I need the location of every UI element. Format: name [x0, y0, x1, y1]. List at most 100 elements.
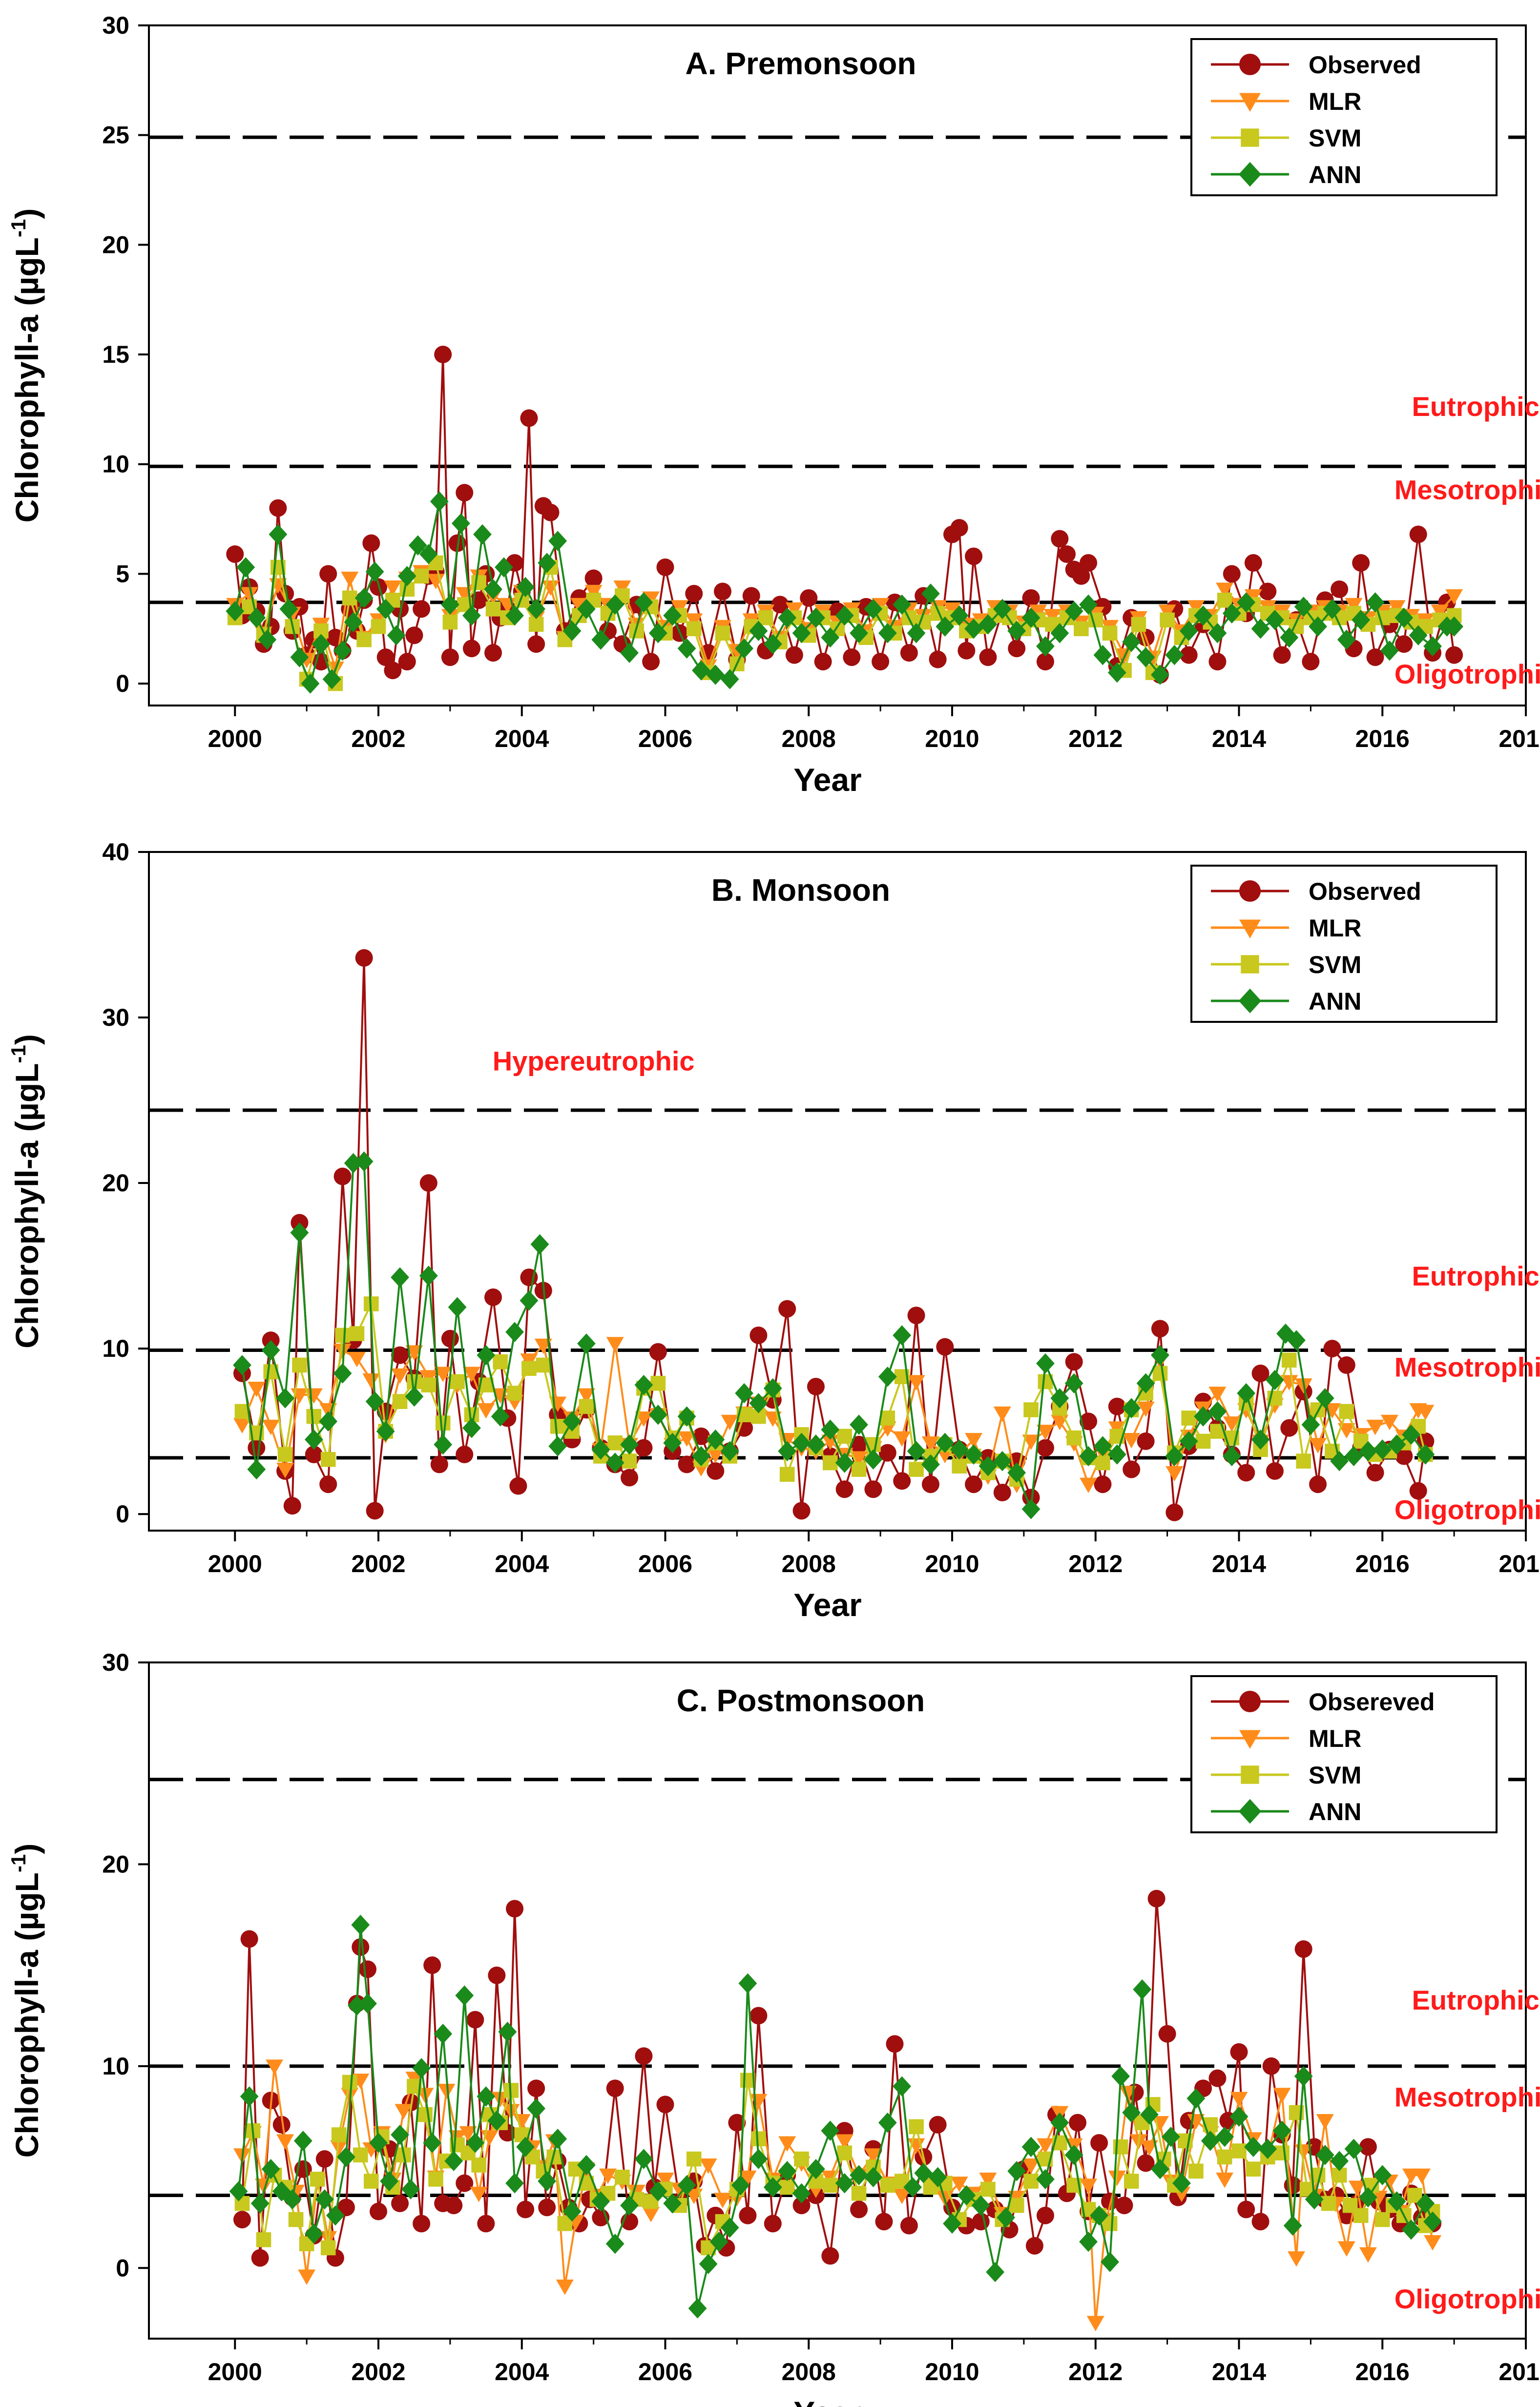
- data-point: [1101, 2252, 1120, 2272]
- data-point: [236, 557, 255, 578]
- data-point: [837, 2145, 852, 2160]
- legend-label: MLR: [1309, 1725, 1361, 1752]
- data-point: [240, 1930, 258, 1948]
- data-point: [315, 2189, 334, 2210]
- data-point: [978, 1456, 998, 1476]
- data-point: [921, 583, 940, 604]
- data-point: [384, 580, 402, 596]
- data-point: [720, 669, 739, 689]
- data-point: [1282, 1352, 1297, 1368]
- data-point: [1216, 2172, 1234, 2188]
- data-point: [440, 594, 459, 615]
- data-point: [376, 648, 395, 666]
- legend-label: SVM: [1309, 951, 1361, 978]
- data-point: [477, 1403, 495, 1419]
- data-point: [1107, 662, 1126, 683]
- data-point: [548, 531, 567, 551]
- data-point: [778, 1300, 796, 1318]
- plot-frame: [148, 24, 1527, 706]
- data-point: [735, 1419, 753, 1437]
- data-point: [556, 2280, 574, 2295]
- data-point: [484, 644, 502, 662]
- data-point: [505, 2173, 524, 2194]
- legend-marker: [1241, 128, 1259, 147]
- data-point: [735, 1383, 753, 1404]
- data-point: [606, 2079, 624, 2097]
- data-point: [821, 1419, 840, 1440]
- data-point: [677, 1406, 696, 1427]
- legend-marker: [1239, 880, 1261, 902]
- data-point: [850, 2165, 868, 2185]
- data-point: [1122, 2102, 1141, 2123]
- data-point: [1358, 1441, 1377, 1461]
- x-tick-label: 2016: [1355, 725, 1410, 752]
- legend-label: Obsereved: [1309, 1688, 1435, 1716]
- data-point: [441, 648, 459, 666]
- data-point: [258, 629, 277, 650]
- data-point: [1021, 2137, 1041, 2157]
- data-point: [1122, 1398, 1141, 1418]
- data-point: [622, 1453, 637, 1469]
- data-point: [965, 547, 983, 565]
- data-point: [936, 1432, 955, 1453]
- data-point: [456, 2174, 474, 2192]
- data-point: [835, 1480, 853, 1498]
- y-tick-label: 30: [102, 1649, 129, 1676]
- data-point: [965, 1475, 983, 1494]
- data-point: [538, 553, 557, 573]
- data-point: [365, 1391, 384, 1412]
- data-point: [1337, 1356, 1355, 1374]
- data-point: [1266, 1462, 1284, 1480]
- x-tick-label: 2006: [638, 725, 692, 752]
- data-point: [1072, 567, 1090, 585]
- x-tick-label: 2006: [638, 1550, 692, 1577]
- data-point: [993, 599, 1012, 619]
- data-point: [1079, 594, 1098, 615]
- data-point: [1137, 2154, 1155, 2172]
- data-point: [527, 635, 545, 653]
- data-point: [807, 607, 825, 628]
- data-point: [850, 623, 868, 643]
- data-point: [864, 599, 883, 619]
- data-point: [579, 1399, 594, 1414]
- data-point: [1305, 2189, 1324, 2210]
- data-point: [909, 1462, 924, 1477]
- legend-marker: [1239, 93, 1261, 112]
- data-point: [528, 617, 544, 632]
- data-point: [720, 1441, 739, 1461]
- data-point: [738, 1973, 757, 1994]
- data-point: [1165, 1503, 1184, 1521]
- data-point: [1140, 2140, 1158, 2156]
- data-point: [778, 607, 797, 628]
- data-point: [807, 2159, 825, 2179]
- x-axis-label: Year: [793, 2395, 861, 2407]
- data-point: [548, 2129, 567, 2149]
- data-point: [1080, 1477, 1098, 1494]
- data-point: [348, 1351, 366, 1368]
- data-point: [1266, 1370, 1284, 1390]
- data-point: [1172, 2173, 1191, 2194]
- data-point: [688, 2298, 707, 2319]
- data-point: [488, 1966, 506, 1984]
- data-point: [344, 1153, 363, 1174]
- data-point: [707, 1448, 725, 1464]
- data-point: [1409, 1482, 1427, 1500]
- data-point: [1136, 1373, 1155, 1393]
- y-tick-label: 0: [116, 1500, 129, 1528]
- data-point: [685, 613, 703, 629]
- data-point: [506, 1900, 524, 1918]
- data-point: [405, 1386, 424, 1407]
- data-point: [1036, 2206, 1054, 2224]
- data-point: [1058, 545, 1076, 563]
- data-point: [408, 535, 427, 556]
- data-point: [635, 2047, 653, 2065]
- y-tick-label: 0: [116, 670, 129, 697]
- data-point: [778, 2161, 797, 2181]
- data-point: [391, 1346, 409, 1364]
- data-point: [1251, 1364, 1269, 1382]
- zone-label: Oligotrophic: [1394, 659, 1540, 689]
- data-point: [1140, 2104, 1159, 2125]
- data-point: [1165, 644, 1184, 665]
- data-point: [1208, 653, 1227, 671]
